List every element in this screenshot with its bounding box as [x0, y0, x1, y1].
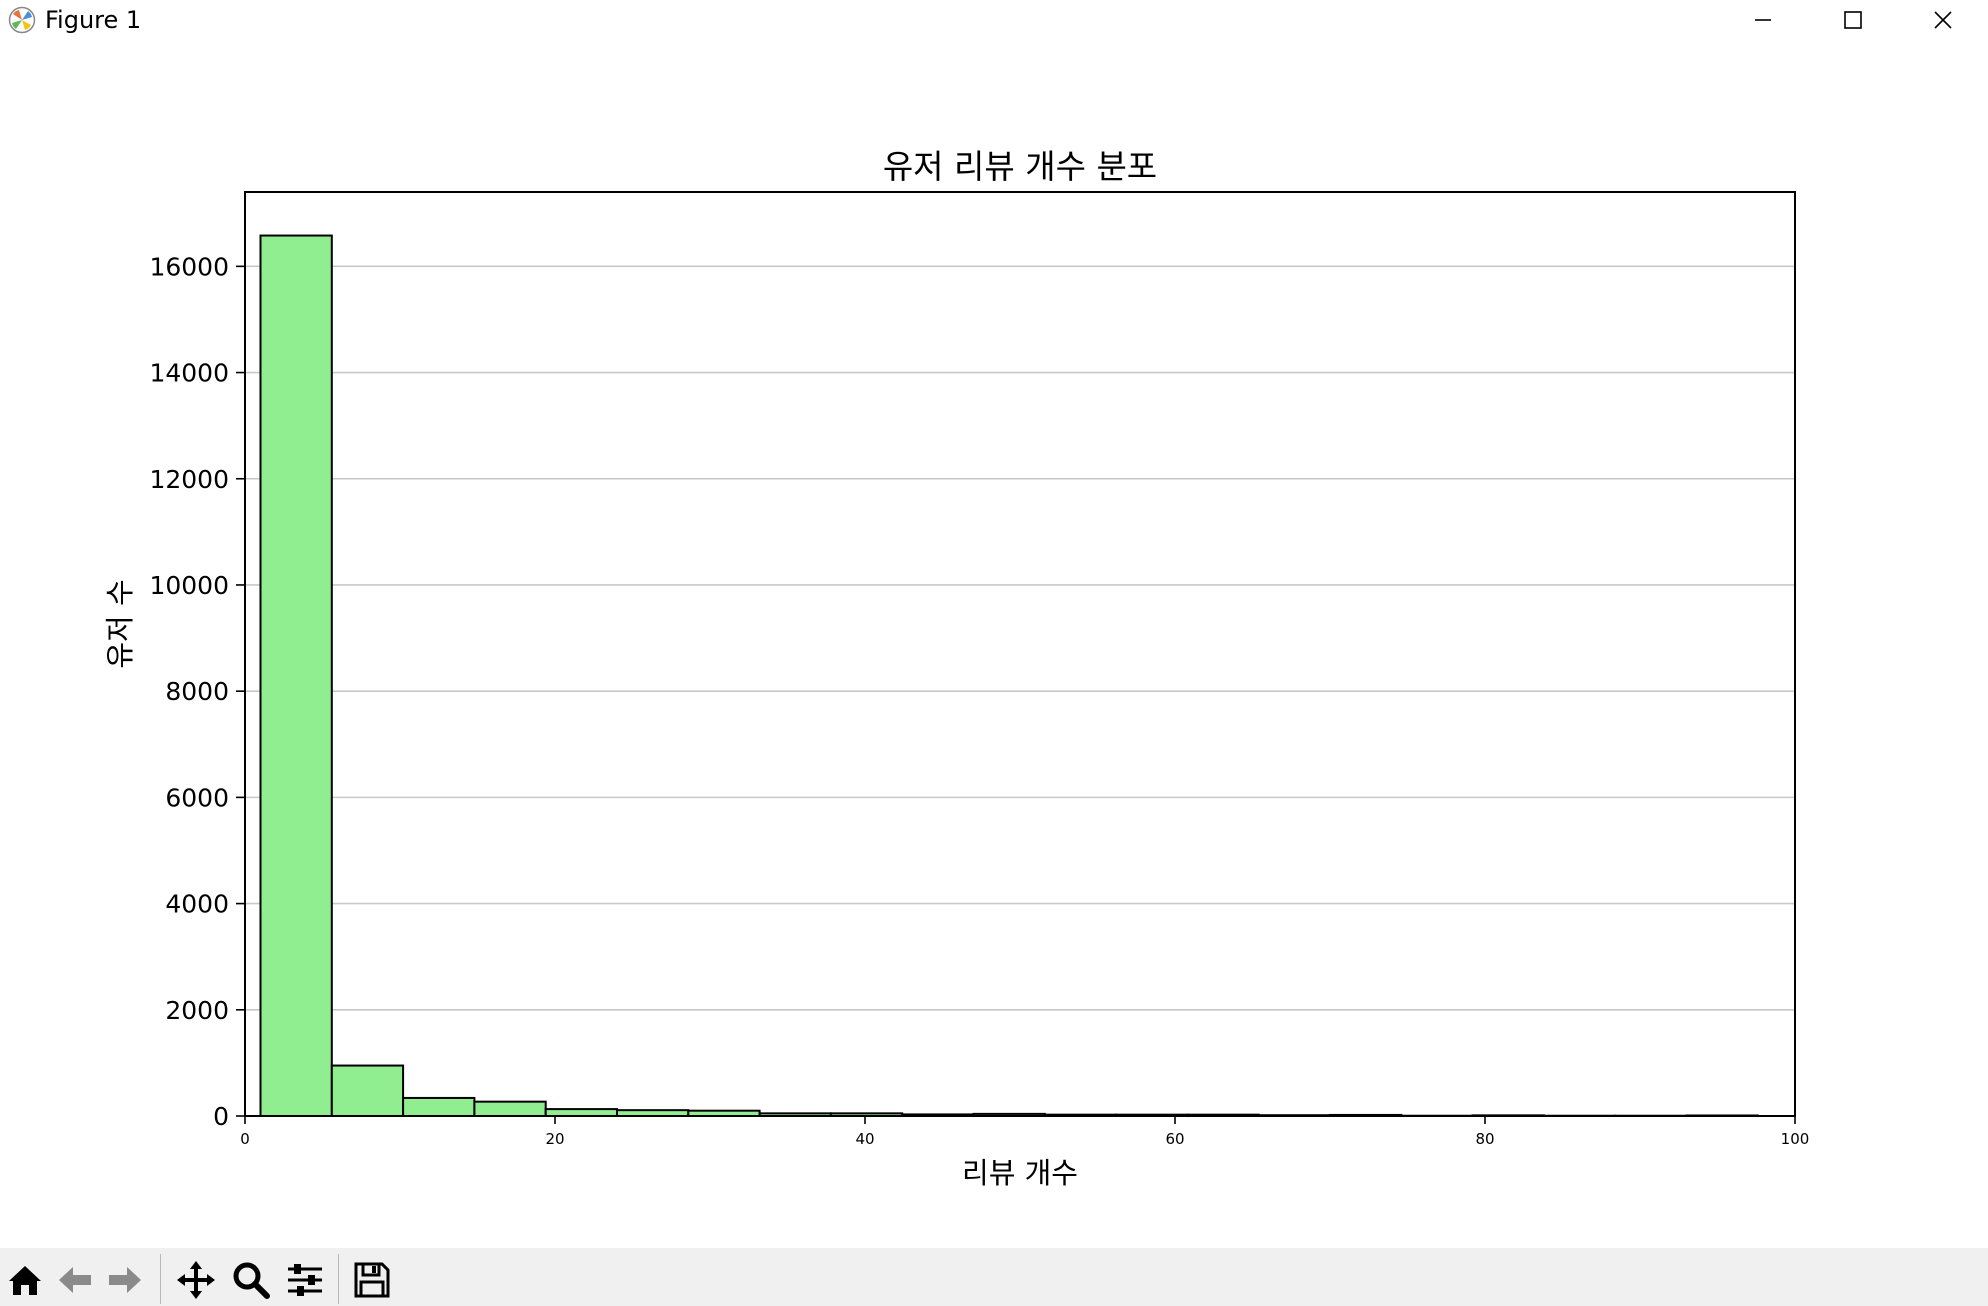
histogram-bar: [259, 234, 333, 1118]
zoom-button[interactable]: [228, 1258, 274, 1302]
close-button[interactable]: [1898, 0, 1988, 40]
x-tick-label: 80: [1475, 1130, 1494, 1148]
x-tick-label: 100: [1781, 1130, 1810, 1148]
y-tick-label: 0: [213, 1102, 229, 1131]
x-tick-label: 0: [240, 1130, 250, 1148]
histogram-bar: [330, 1064, 405, 1118]
chart-title: 유저 리뷰 개수 분포: [883, 147, 1157, 186]
back-button[interactable]: [52, 1258, 98, 1302]
histogram-bar: [544, 1108, 619, 1118]
y-axis-label: 유저 수: [103, 579, 137, 668]
forward-button[interactable]: [102, 1258, 148, 1302]
y-tick-label: 14000: [149, 359, 229, 388]
y-tick-label: 8000: [165, 677, 229, 706]
forward-arrow-icon: [109, 1267, 141, 1293]
zoom-icon: [233, 1262, 270, 1299]
close-icon: [1934, 11, 1952, 29]
histogram-bar: [473, 1100, 547, 1118]
y-tick-label: 4000: [165, 890, 229, 919]
pan-icon: [177, 1261, 215, 1299]
minimize-icon: [1755, 19, 1771, 21]
home-button[interactable]: [2, 1258, 48, 1302]
configure-subplots-button[interactable]: [282, 1258, 328, 1302]
histogram-chart: 0 2000 4000 6000 8000 10000 12000 14000 16000 0 20…: [103, 147, 1810, 1190]
x-axis-label: 리뷰 개수: [962, 1156, 1078, 1190]
histogram-bar: [402, 1096, 476, 1117]
toolbar-separator: [338, 1254, 339, 1304]
configure-subplots-icon: [288, 1264, 322, 1296]
maximize-button[interactable]: [1808, 0, 1898, 40]
matplotlib-icon: [8, 6, 36, 34]
axes-frame: [244, 191, 1796, 1117]
minimize-button[interactable]: [1718, 0, 1808, 40]
save-icon: [354, 1262, 390, 1298]
y-tick-label: 16000: [149, 252, 229, 281]
y-tick-label: 12000: [149, 465, 229, 494]
window-titlebar: Figure 1: [0, 0, 1988, 40]
window-title: Figure 1: [45, 6, 142, 34]
y-tick-label: 2000: [165, 996, 229, 1025]
y-tick-label: 6000: [165, 783, 229, 812]
x-tick-label: 60: [1165, 1130, 1184, 1148]
toolbar-separator: [160, 1254, 161, 1304]
back-arrow-icon: [59, 1267, 91, 1293]
pan-button[interactable]: [173, 1258, 219, 1302]
x-tick-label: 20: [545, 1130, 564, 1148]
navigation-toolbar: [0, 1248, 1988, 1306]
figure-canvas[interactable]: 0 2000 4000 6000 8000 10000 12000 14000 16000 0 20…: [0, 40, 1988, 1248]
maximize-icon: [1844, 11, 1862, 29]
save-button[interactable]: [349, 1258, 395, 1302]
y-tick-label: 10000: [149, 571, 229, 600]
home-icon: [9, 1266, 41, 1295]
x-tick-label: 40: [855, 1130, 874, 1148]
